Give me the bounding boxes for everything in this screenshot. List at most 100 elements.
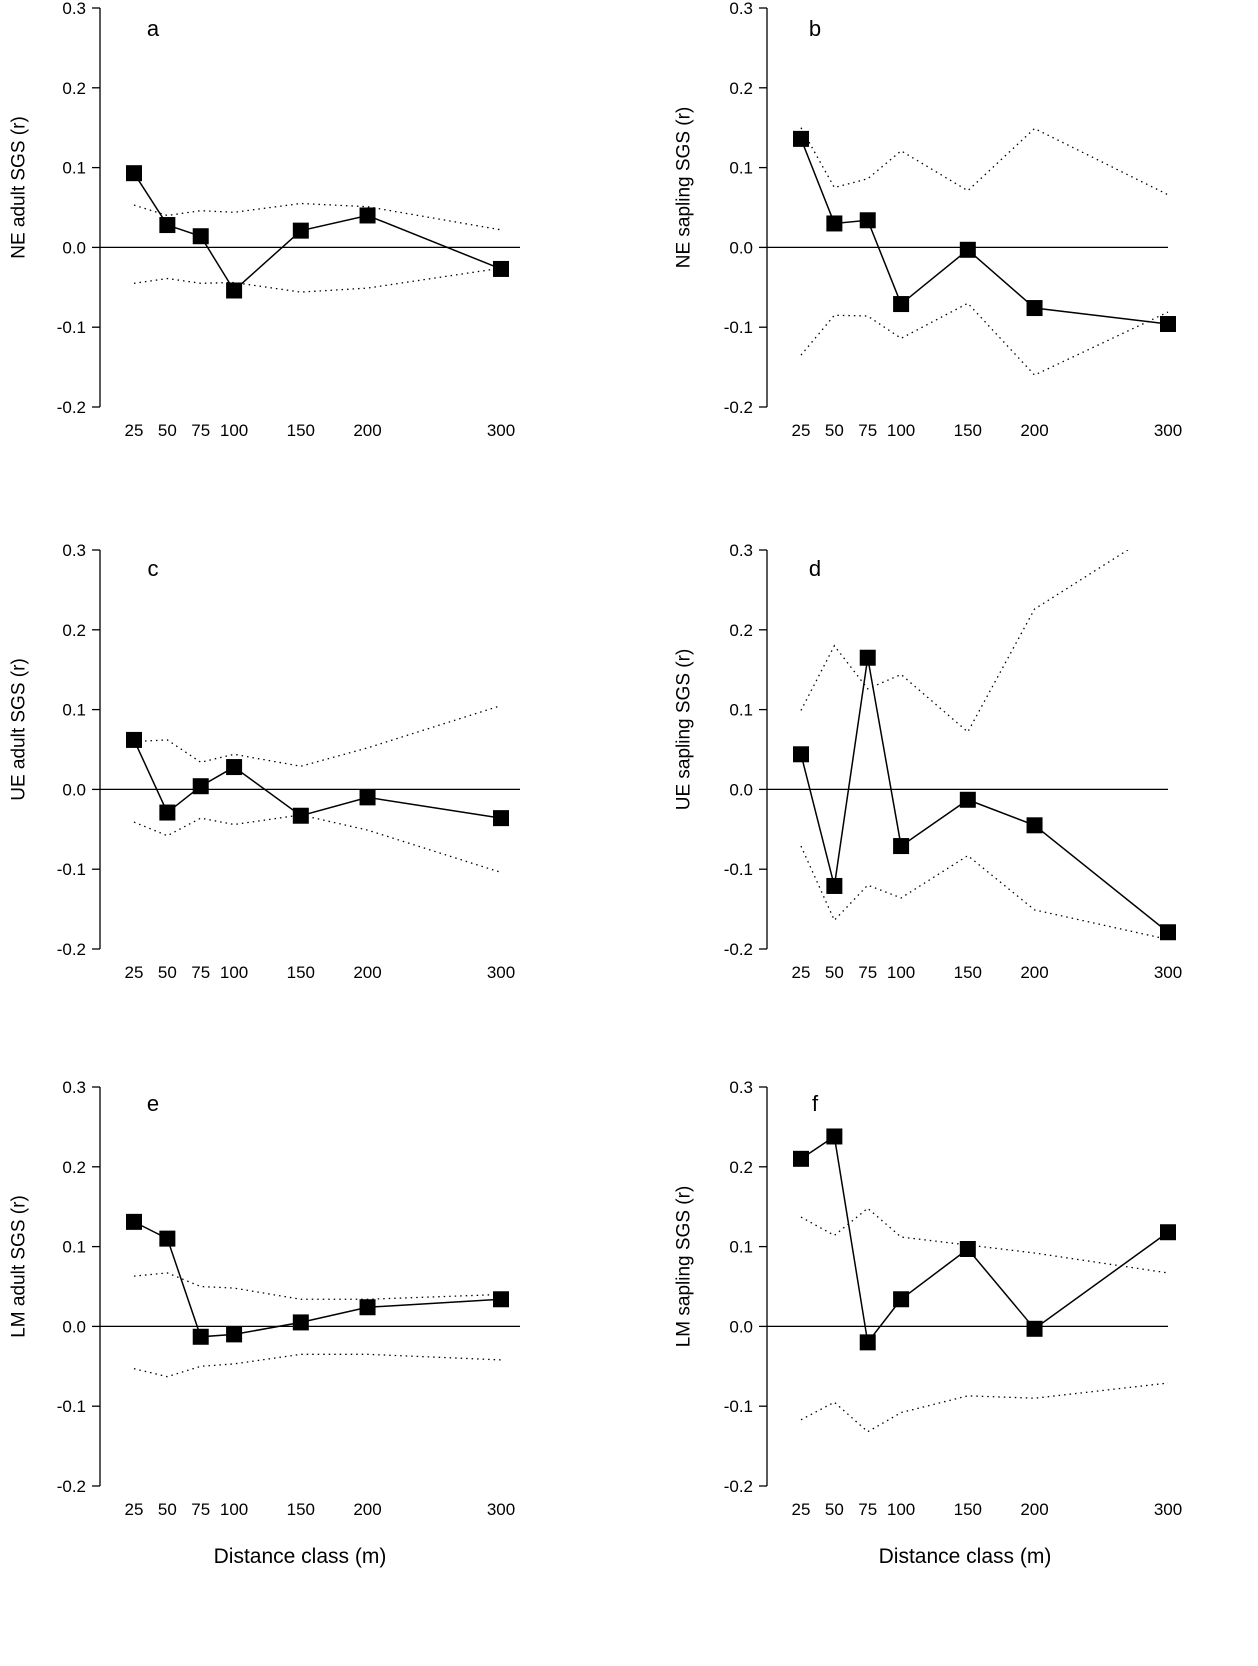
x-tick-label: 200: [1020, 963, 1048, 982]
x-tick-label: 100: [220, 1500, 248, 1519]
r-data-point: [226, 282, 243, 299]
y-tick-label: 0.0: [62, 780, 86, 799]
y-tick-label: 0.0: [729, 780, 753, 799]
x-axis-title: Distance class (m): [214, 1545, 387, 1568]
r-series-line: [133, 739, 502, 819]
y-tick-label: -0.2: [724, 398, 753, 417]
y-tick-label: 0.1: [62, 701, 86, 720]
x-tick-label: 200: [353, 963, 381, 982]
y-tick-label: 0.2: [729, 621, 753, 640]
x-tick-label: 75: [191, 1500, 210, 1519]
x-tick-label: 75: [858, 1500, 877, 1519]
y-axis-label: UE adult SGS (r): [9, 658, 30, 801]
y-tick-label: 0.2: [729, 1158, 753, 1177]
r-data-point: [1026, 1320, 1043, 1337]
x-tick-label: 150: [287, 1500, 315, 1519]
upper-ci-line: [133, 1272, 502, 1300]
y-tick-label: 0.1: [62, 159, 86, 178]
r-data-point: [493, 810, 509, 827]
r-series-line: [800, 1135, 1169, 1345]
x-tick-label: 300: [1154, 421, 1182, 440]
y-axis-label: NE adult SGS (r): [9, 116, 30, 259]
x-tick-label: 100: [220, 963, 248, 982]
x-tick-label: 50: [825, 963, 844, 982]
r-data-point: [292, 1314, 309, 1331]
x-tick-label: 150: [287, 421, 315, 440]
y-tick-label: -0.2: [724, 940, 753, 959]
r-data-point: [959, 1240, 976, 1257]
x-tick-label: 75: [191, 421, 210, 440]
r-data-point: [893, 296, 910, 313]
panel-d: 0.3 0.2 0.1 0.0 -0.1 -0.2 25 50 75 100 150 200 300 UE…: [674, 541, 1183, 982]
y-tick-label: -0.1: [724, 860, 753, 879]
x-tick-label: 300: [1154, 963, 1182, 982]
panel-letter: f: [812, 1091, 819, 1116]
r-series-line: [133, 1221, 502, 1338]
y-axis-label: NE sapling SGS (r): [674, 107, 695, 269]
x-tick-label: 200: [353, 1500, 381, 1519]
x-tick-label: 300: [487, 963, 515, 982]
y-tick-label: 0.0: [62, 1317, 86, 1336]
r-data-point: [859, 1334, 876, 1351]
x-tick-label: 200: [1020, 421, 1048, 440]
r-data-point: [959, 791, 976, 808]
r-data-point: [359, 1299, 376, 1316]
x-tick-label: 100: [887, 1500, 915, 1519]
y-axis-label: LM adult SGS (r): [9, 1195, 30, 1338]
y-tick-label: 0.0: [729, 1317, 753, 1336]
lower-ci-line: [800, 302, 1169, 376]
r-data-point: [159, 1230, 176, 1247]
r-data-point: [826, 877, 843, 894]
y-tick-label: 0.3: [729, 0, 753, 18]
y-tick-label: 0.3: [62, 0, 86, 18]
r-data-point: [159, 217, 176, 234]
x-tick-label: 100: [220, 421, 248, 440]
y-tick-label: 0.3: [62, 1078, 86, 1097]
panel-letter: a: [147, 16, 160, 41]
y-tick-label: 0.2: [62, 79, 86, 98]
r-data-point: [859, 212, 876, 229]
lower-ci-line: [133, 814, 502, 874]
y-tick-label: -0.1: [57, 860, 86, 879]
lower-ci-line: [800, 1382, 1169, 1433]
r-data-point: [893, 1291, 910, 1308]
r-data-point: [1026, 300, 1043, 317]
x-tick-label: 25: [125, 1500, 144, 1519]
r-data-point: [226, 1326, 243, 1343]
x-tick-label: 150: [954, 963, 982, 982]
y-tick-label: -0.2: [57, 398, 86, 417]
y-tick-label: 0.0: [729, 238, 753, 257]
upper-ci-line: [800, 127, 1169, 196]
upper-ci-line: [133, 704, 502, 767]
x-tick-label: 75: [858, 421, 877, 440]
x-tick-label: 300: [1154, 1500, 1182, 1519]
r-data-point: [1160, 316, 1176, 333]
panel-c: 0.3 0.2 0.1 0.0 -0.1 -0.2 25 50 75 100 150 200 300 UE…: [9, 541, 520, 982]
y-axis-label: LM sapling SGS (r): [674, 1186, 695, 1348]
x-tick-label: 25: [792, 1500, 811, 1519]
x-tick-label: 25: [125, 963, 144, 982]
r-data-point: [192, 1328, 209, 1345]
r-data-point: [793, 746, 809, 763]
r-data-point: [359, 789, 376, 806]
y-tick-label: 0.3: [62, 541, 86, 560]
y-tick-label: 0.2: [62, 1158, 86, 1177]
panel-b: 0.3 0.2 0.1 0.0 -0.1 -0.2 25 50 75 100 150 200 300 NE…: [674, 0, 1183, 440]
x-tick-label: 150: [954, 1500, 982, 1519]
y-tick-label: 0.1: [729, 1238, 753, 1257]
r-data-point: [226, 759, 243, 776]
upper-ci-line: [800, 550, 1129, 733]
r-series-line: [800, 138, 1169, 325]
upper-ci-line: [800, 1207, 1169, 1274]
r-data-point: [793, 130, 809, 147]
panel-f: 0.3 0.2 0.1 0.0 -0.1 -0.2 25 50 75 100 150 200 300 LM…: [674, 1078, 1183, 1568]
r-data-point: [493, 260, 509, 277]
panel-letter: d: [809, 556, 821, 581]
r-data-point: [1160, 1224, 1176, 1241]
r-data-point: [126, 1213, 142, 1230]
x-tick-label: 25: [792, 421, 811, 440]
r-data-point: [826, 1128, 843, 1145]
x-tick-label: 25: [125, 421, 144, 440]
x-tick-label: 75: [191, 963, 210, 982]
y-tick-label: -0.2: [724, 1477, 753, 1496]
